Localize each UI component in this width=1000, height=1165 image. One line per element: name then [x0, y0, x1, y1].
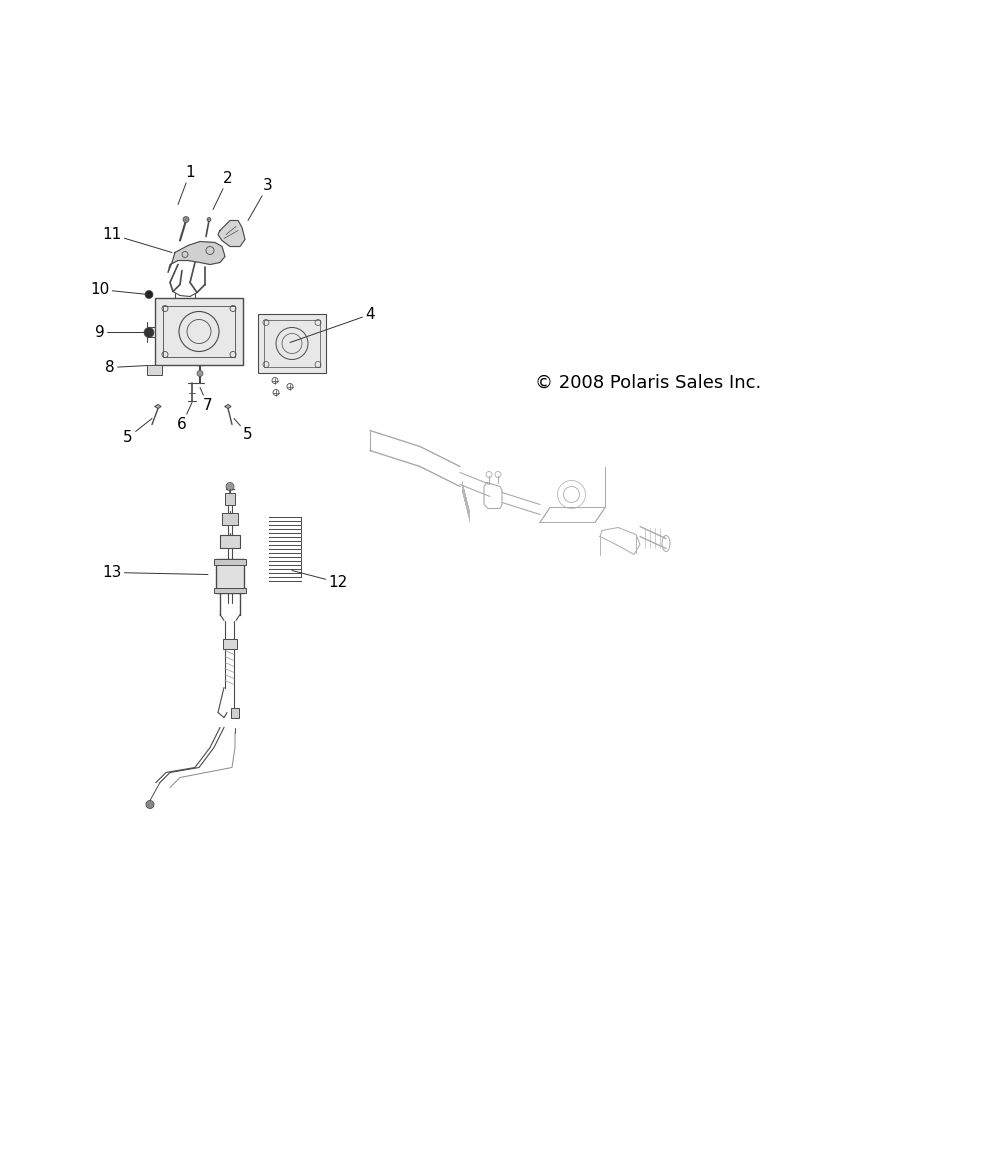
Text: 11: 11 — [102, 227, 172, 253]
Circle shape — [226, 482, 234, 490]
Polygon shape — [218, 220, 245, 247]
Text: 6: 6 — [177, 402, 192, 432]
Circle shape — [207, 218, 211, 221]
Circle shape — [197, 370, 203, 376]
Bar — [214, 558, 246, 565]
Polygon shape — [155, 404, 161, 409]
Bar — [214, 587, 246, 593]
Bar — [225, 493, 235, 504]
Text: 8: 8 — [105, 360, 148, 375]
Circle shape — [146, 800, 154, 809]
Text: 2: 2 — [213, 171, 233, 210]
Text: © 2008 Polaris Sales Inc.: © 2008 Polaris Sales Inc. — [535, 374, 761, 391]
Bar — [155, 298, 243, 365]
Text: 12: 12 — [292, 571, 348, 589]
Bar — [223, 638, 237, 649]
Text: 3: 3 — [248, 178, 273, 220]
Text: 4: 4 — [290, 308, 375, 343]
Text: 7: 7 — [200, 388, 213, 414]
Bar — [216, 558, 244, 593]
Bar — [264, 320, 320, 367]
Circle shape — [145, 290, 153, 298]
Bar — [258, 315, 326, 373]
Text: 5: 5 — [234, 418, 253, 442]
Bar — [220, 535, 240, 548]
Text: 1: 1 — [178, 165, 195, 205]
Bar — [147, 365, 162, 374]
Text: 10: 10 — [90, 282, 148, 297]
Circle shape — [144, 327, 154, 338]
Bar — [231, 707, 239, 718]
Bar — [222, 513, 238, 524]
Circle shape — [183, 217, 189, 223]
Text: 9: 9 — [95, 325, 148, 340]
Polygon shape — [168, 241, 225, 273]
Text: 13: 13 — [102, 565, 208, 580]
Bar — [163, 306, 235, 356]
Polygon shape — [225, 404, 231, 409]
Text: 5: 5 — [123, 418, 152, 445]
